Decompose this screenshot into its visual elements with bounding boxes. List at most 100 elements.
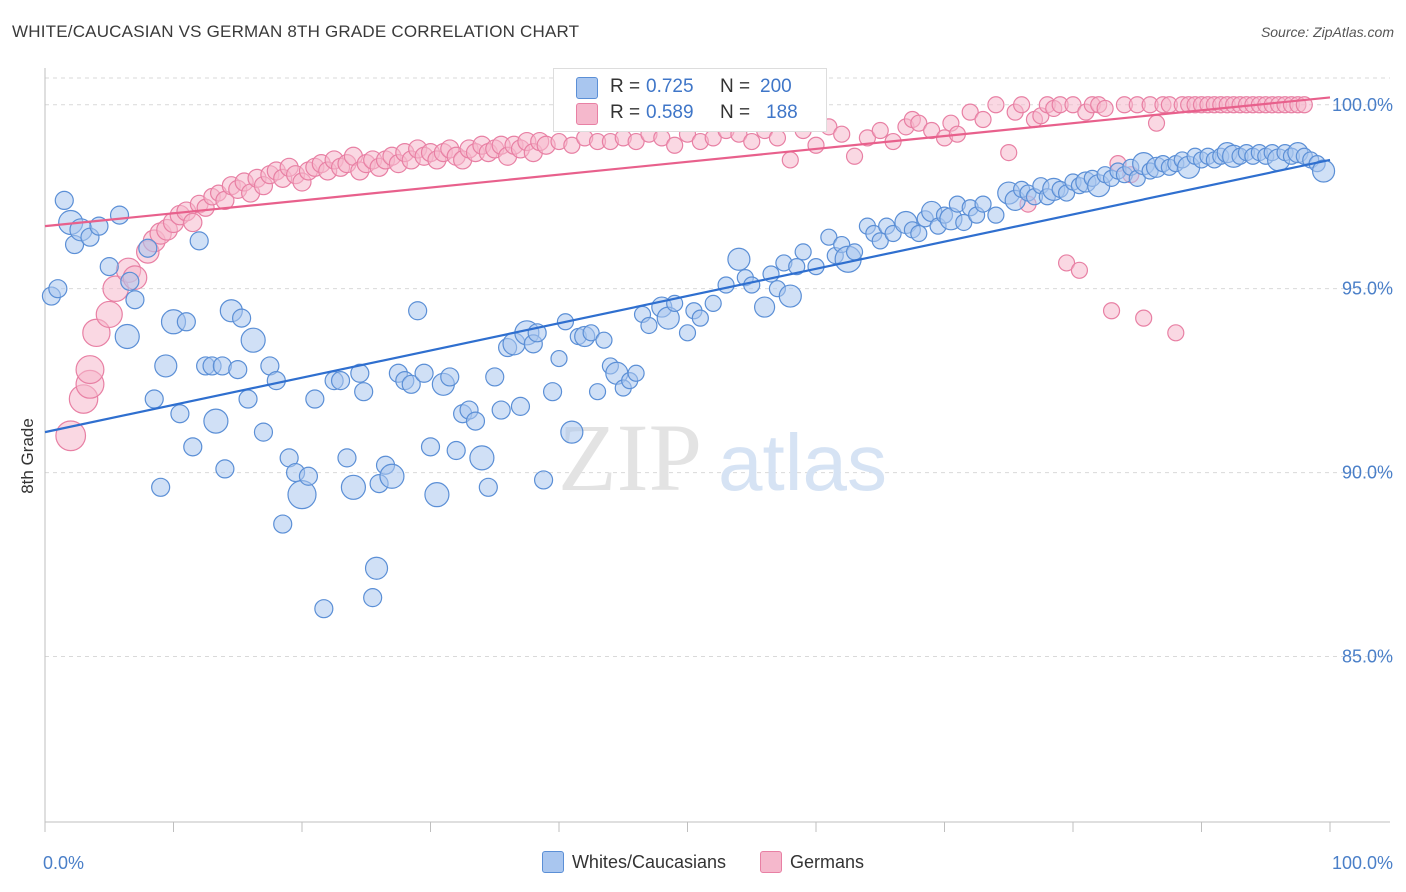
trend-line-whites (44, 158, 1331, 434)
data-point (768, 129, 787, 147)
data-point (582, 324, 600, 342)
data-point (401, 374, 421, 394)
chart-title: WHITE/CAUCASIAN VS GERMAN 8TH GRADE CORR… (12, 22, 580, 41)
data-point (189, 231, 209, 251)
data-point (743, 276, 761, 294)
data-point (678, 324, 697, 342)
data-point (753, 296, 776, 318)
data-point (151, 477, 171, 497)
data-point (354, 382, 374, 402)
data-point (232, 308, 252, 328)
data-point (298, 466, 319, 486)
tick-labels: 100.0% 95.0% 90.0% 85.0% 0.0% 100.0% (43, 95, 1393, 873)
data-point (75, 355, 105, 385)
data-point (176, 312, 196, 332)
data-point (253, 422, 274, 442)
legend-swatch-whites (541, 851, 564, 873)
data-point (627, 132, 645, 151)
data-point (858, 129, 877, 147)
data-point (446, 440, 466, 461)
data-point (1096, 99, 1114, 118)
x-tick-label: 100.0% (1332, 853, 1393, 873)
data-point (627, 364, 645, 382)
data-point (215, 459, 235, 479)
y-tick-label: 95.0% (1342, 279, 1393, 299)
data-point (1102, 302, 1121, 320)
data-point (987, 96, 1005, 114)
legend-swatch-germans (760, 851, 783, 873)
data-point (48, 279, 68, 299)
data-point (240, 327, 266, 353)
data-point (154, 354, 178, 378)
stats-n-value: 200 (760, 76, 792, 97)
trend-line-germans (44, 96, 1331, 228)
data-point (350, 363, 370, 383)
data-point (1000, 143, 1018, 162)
stats-r-value: 0.725 (646, 76, 694, 97)
data-point (666, 136, 684, 154)
data-point (99, 257, 119, 277)
stats-swatch-whites (576, 77, 598, 99)
data-point (273, 514, 293, 534)
data-point (203, 408, 229, 434)
legend-item-whites[interactable]: Whites/Caucasians (541, 851, 726, 873)
stats-n-value: 188 (766, 102, 798, 123)
y-axis-label: 8th Grade (18, 418, 37, 494)
watermark-zip: ZIP (558, 404, 702, 511)
data-point (845, 147, 864, 165)
stats-r-label: R = (610, 76, 641, 97)
y-tick-label: 90.0% (1342, 463, 1393, 483)
data-point (266, 371, 286, 391)
data-point (910, 224, 928, 243)
series-whites-points (41, 141, 1336, 619)
x-tick-label: 0.0% (43, 853, 84, 873)
data-point (114, 323, 140, 350)
stats-r-label: R = (610, 102, 641, 123)
data-point (778, 284, 802, 308)
data-point (491, 400, 511, 420)
stats-r-value: 0.589 (646, 102, 694, 123)
data-point (330, 371, 351, 391)
data-point (987, 206, 1005, 224)
legend-item-germans[interactable]: Germans (760, 851, 864, 873)
data-point (845, 243, 864, 261)
data-point (560, 420, 584, 444)
data-point (95, 300, 123, 329)
data-point (408, 301, 428, 321)
data-point (469, 445, 495, 471)
trend-lines (44, 96, 1331, 434)
data-point (588, 383, 607, 401)
data-point (910, 114, 928, 132)
data-point (364, 556, 389, 580)
data-point (1064, 96, 1082, 114)
data-point (974, 110, 992, 129)
data-point (820, 228, 838, 246)
data-point (871, 121, 889, 140)
data-point (1167, 324, 1185, 342)
data-point (183, 437, 203, 457)
legend-label-germans: Germans (790, 851, 865, 872)
data-point (424, 482, 450, 508)
data-point (595, 331, 613, 349)
data-point (1012, 96, 1031, 114)
data-point (228, 360, 248, 380)
data-point (704, 294, 722, 312)
data-point (961, 103, 979, 121)
data-point (640, 316, 658, 335)
y-tick-label: 100.0% (1332, 95, 1393, 115)
data-point (465, 411, 486, 431)
data-point (833, 125, 851, 143)
data-point (974, 195, 992, 213)
data-point (794, 243, 812, 261)
data-point (807, 136, 825, 154)
data-point (305, 389, 325, 409)
data-point (871, 232, 889, 250)
data-point (1057, 254, 1076, 272)
source-credit: Source: ZipAtlas.com (1260, 24, 1394, 40)
data-point (1147, 114, 1166, 132)
data-point (337, 448, 357, 468)
data-point (533, 470, 554, 490)
data-point (478, 477, 498, 497)
data-point (54, 190, 74, 211)
data-point (510, 396, 531, 416)
